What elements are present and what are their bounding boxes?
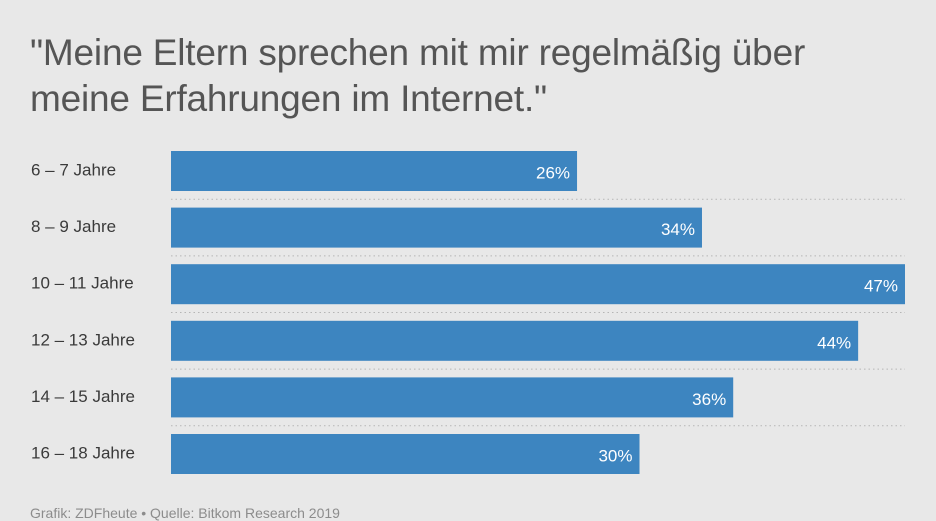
bar bbox=[171, 264, 905, 305]
value-label: 44% bbox=[817, 333, 851, 352]
bar bbox=[171, 151, 578, 191]
category-label: 14 – 15 Jahre bbox=[31, 387, 135, 406]
bar bbox=[171, 377, 734, 418]
source-note: Grafik: ZDFheute • Quelle: Bitkom Resear… bbox=[30, 505, 340, 521]
category-label: 6 – 7 Jahre bbox=[31, 160, 116, 179]
value-label: 30% bbox=[598, 446, 632, 465]
value-label: 36% bbox=[692, 390, 726, 409]
value-label: 26% bbox=[536, 163, 570, 182]
category-label: 8 – 9 Jahre bbox=[31, 217, 116, 236]
bar-chart: 6 – 7 Jahre 26% 8 – 9 Jahre 34% 10 – 11 Jahr… bbox=[31, 151, 905, 474]
bar bbox=[171, 320, 859, 361]
category-label: 10 – 11 Jahre bbox=[31, 274, 134, 293]
bar bbox=[171, 207, 702, 248]
chart-title: "Meine Eltern sprechen mit mir regelmäßi… bbox=[30, 32, 806, 119]
value-label: 34% bbox=[661, 220, 695, 239]
value-label: 47% bbox=[864, 277, 898, 296]
category-label: 12 – 13 Jahre bbox=[31, 330, 135, 349]
category-label: 16 – 18 Jahre bbox=[31, 443, 135, 462]
bar bbox=[171, 434, 640, 474]
